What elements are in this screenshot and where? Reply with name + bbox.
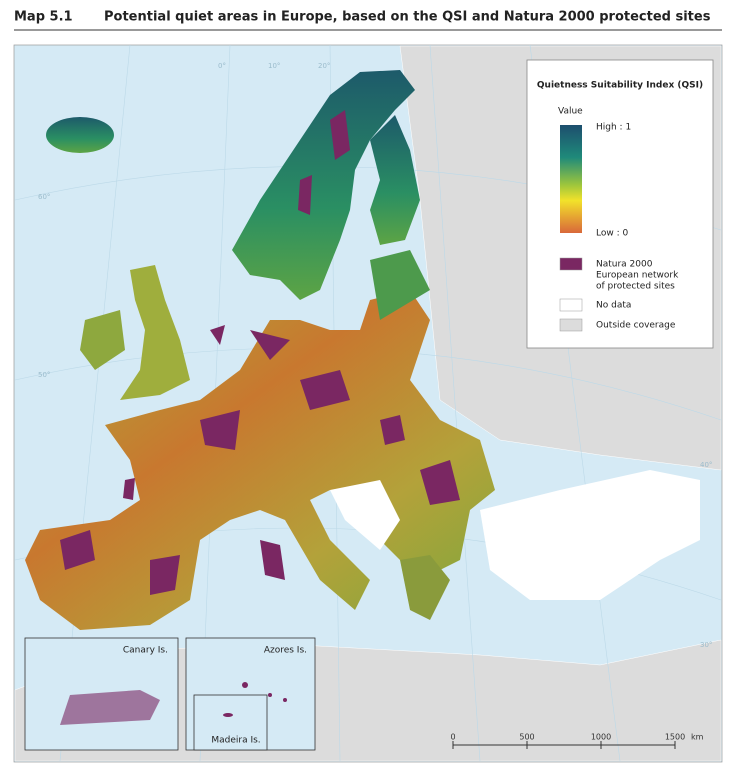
no-data-turkey	[480, 470, 700, 600]
graticule-label: 30°	[700, 641, 712, 649]
inset-canary: Canary Is.	[24, 637, 179, 751]
legend-label: Outside coverage	[596, 321, 676, 331]
inset-label: Canary Is.	[123, 646, 168, 656]
graticule-label: 50°	[38, 371, 50, 379]
inset-azores: Azores Is. Madeira Is.	[185, 637, 316, 751]
legend-swatch	[559, 257, 583, 271]
inset-label: Azores Is.	[264, 646, 307, 656]
baltic-states	[370, 250, 430, 320]
legend-title: Quietness Suitability Index (QSI)	[537, 81, 703, 91]
map: 60° 50° 40° 30° 20° 10° 0° Quietness Sui…	[13, 44, 723, 763]
legend-swatch	[559, 298, 583, 312]
legend-high: High : 1	[596, 123, 631, 133]
ireland	[80, 310, 125, 370]
natura-sites	[60, 110, 460, 595]
graticule-label: 0°	[218, 62, 226, 70]
scale-label: 0	[450, 733, 455, 742]
legend-gradient	[560, 125, 582, 233]
graticule-label: 10°	[268, 62, 280, 70]
legend-swatch	[559, 318, 583, 332]
great-britain	[120, 265, 190, 400]
graticule-label: 60°	[38, 193, 50, 201]
legend-label: European network	[596, 271, 679, 281]
legend-label: No data	[596, 301, 631, 311]
map-title: Potential quiet areas in Europe, based o…	[104, 10, 711, 25]
scale-unit: km	[691, 733, 704, 742]
finland	[370, 115, 420, 245]
graticule-label: 40°	[700, 461, 712, 469]
legend-scale-title: Value	[558, 107, 583, 117]
legend-box	[526, 59, 714, 349]
map-label: Map 5.1	[14, 10, 73, 25]
scale-label: 1000	[591, 733, 611, 742]
legend-label: Natura 2000	[596, 260, 653, 270]
greece	[400, 555, 450, 620]
scale-bar: 0 500 1000 1500 km	[450, 733, 704, 749]
no-data-balkans	[330, 480, 400, 550]
inset-label: Madeira Is.	[211, 736, 260, 746]
legend-low: Low : 0	[596, 229, 628, 239]
scale-label: 1500	[665, 733, 685, 742]
graticule-label: 20°	[318, 62, 330, 70]
iceland	[46, 117, 114, 153]
scandinavia	[232, 70, 415, 300]
legend: Quietness Suitability Index (QSI) Value …	[526, 59, 714, 349]
mainland-europe	[25, 290, 495, 630]
scale-label: 500	[519, 733, 534, 742]
legend-label: of protected sites	[596, 282, 675, 292]
